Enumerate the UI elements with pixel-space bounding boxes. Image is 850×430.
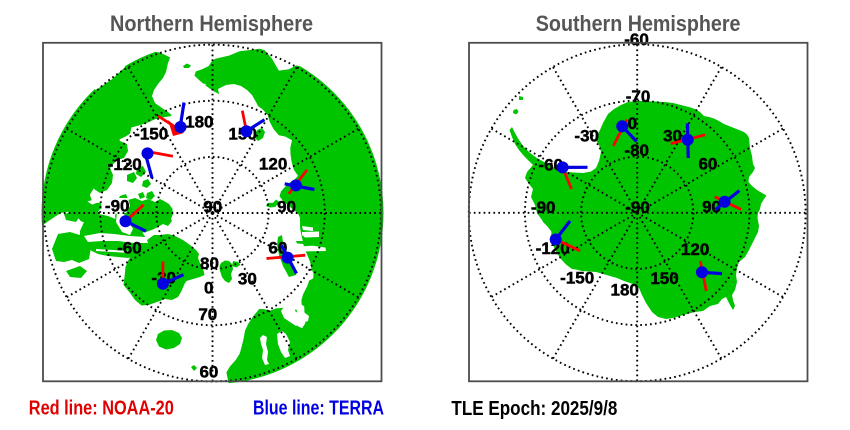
svg-text:-120: -120 <box>108 155 142 174</box>
svg-text:0: 0 <box>204 279 213 298</box>
svg-text:-60: -60 <box>117 238 142 257</box>
svg-text:60: 60 <box>199 363 218 382</box>
svg-text:30: 30 <box>238 270 257 289</box>
svg-text:Red line: NOAA-20: Red line: NOAA-20 <box>29 398 174 420</box>
svg-text:-80: -80 <box>624 141 649 160</box>
svg-text:Southern Hemisphere: Southern Hemisphere <box>536 11 741 36</box>
svg-text:Northern Hemisphere: Northern Hemisphere <box>110 11 313 36</box>
svg-text:TLE Epoch: 2025/9/8: TLE Epoch: 2025/9/8 <box>451 398 617 420</box>
svg-text:90: 90 <box>277 197 296 216</box>
svg-text:180: 180 <box>185 113 213 132</box>
svg-text:90: 90 <box>203 198 222 217</box>
svg-text:Blue line: TERRA: Blue line: TERRA <box>253 398 384 420</box>
svg-text:-150: -150 <box>134 125 168 144</box>
svg-text:-150: -150 <box>560 268 594 287</box>
svg-text:150: 150 <box>650 269 678 288</box>
svg-text:180: 180 <box>611 281 639 300</box>
svg-text:60: 60 <box>698 154 717 173</box>
svg-text:70: 70 <box>198 305 217 324</box>
svg-text:0: 0 <box>628 114 637 133</box>
svg-text:-30: -30 <box>574 126 599 145</box>
svg-text:-90: -90 <box>531 198 556 217</box>
svg-text:80: 80 <box>200 254 219 273</box>
svg-text:-90: -90 <box>625 198 650 217</box>
svg-text:120: 120 <box>681 240 709 259</box>
svg-text:120: 120 <box>259 154 287 173</box>
svg-text:-90: -90 <box>105 196 130 215</box>
svg-text:-70: -70 <box>626 87 651 106</box>
